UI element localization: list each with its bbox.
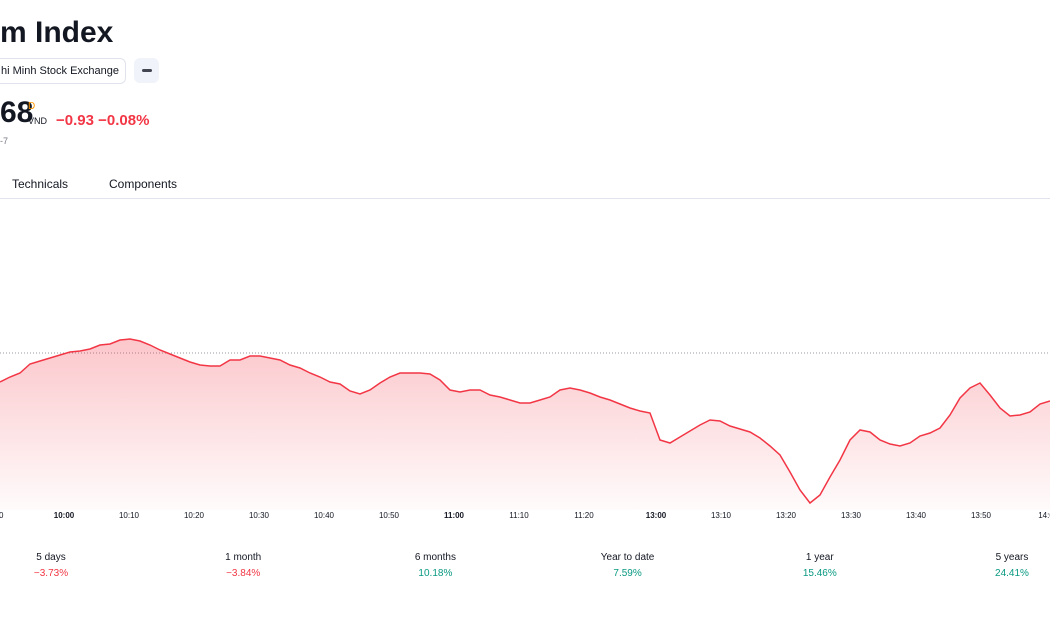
x-tick-label: 13:50 xyxy=(971,511,992,520)
symbol-title: m Index xyxy=(0,16,114,49)
x-tick-label: 10:20 xyxy=(184,511,205,520)
period-label[interactable]: 5 days xyxy=(36,552,66,563)
price-line xyxy=(0,338,1050,505)
x-tick-label: 14:0 xyxy=(1038,511,1050,520)
period-change: 10.18% xyxy=(418,568,453,579)
period-label[interactable]: 5 years xyxy=(995,552,1029,563)
x-tick-label: 11:20 xyxy=(574,511,594,520)
price-flag: D xyxy=(28,101,36,112)
x-tick-label: 10:10 xyxy=(119,511,140,520)
period-label[interactable]: 1 year xyxy=(805,552,834,563)
x-tick-label: 13:20 xyxy=(776,511,797,520)
x-tick-label: 13:00 xyxy=(646,511,667,520)
price: 68 xyxy=(0,96,34,129)
x-tick-label: 50 xyxy=(0,511,4,520)
period-change: −3.84% xyxy=(226,568,261,579)
x-tick-label: 10:00 xyxy=(54,511,75,520)
tab[interactable]: Components xyxy=(109,177,178,191)
divider xyxy=(0,198,1050,199)
tab[interactable]: Technicals xyxy=(12,177,69,191)
currency: VND xyxy=(28,116,48,126)
x-tick-label: 13:10 xyxy=(711,511,732,520)
period-label[interactable]: 6 months xyxy=(414,552,456,563)
x-tick-label: 13:30 xyxy=(841,511,862,520)
period-label[interactable]: Year to date xyxy=(600,552,655,563)
x-tick-label: 13:40 xyxy=(906,511,927,520)
x-tick-label: 10:40 xyxy=(314,511,335,520)
change: −0.93 xyxy=(56,112,94,129)
period-change: −3.73% xyxy=(33,568,69,579)
price-change: −0.93 −0.08% xyxy=(56,112,149,129)
change-percent: −0.08% xyxy=(98,112,150,129)
collapse-button[interactable] xyxy=(134,58,159,83)
x-tick-label: 11:00 xyxy=(444,511,465,520)
x-tick-label: 10:50 xyxy=(379,511,400,520)
period-label[interactable]: 1 month xyxy=(225,552,262,563)
period-change: 15.46% xyxy=(802,568,837,579)
date: -7 xyxy=(0,136,9,146)
x-tick-label: 10:30 xyxy=(249,511,270,520)
area-fill xyxy=(0,339,1050,510)
period-change: 7.59% xyxy=(613,568,642,579)
x-tick-label: 11:10 xyxy=(509,511,529,520)
period-change: 24.41% xyxy=(995,568,1029,579)
exchange-chip[interactable]: hi Minh Stock Exchange xyxy=(0,58,126,84)
